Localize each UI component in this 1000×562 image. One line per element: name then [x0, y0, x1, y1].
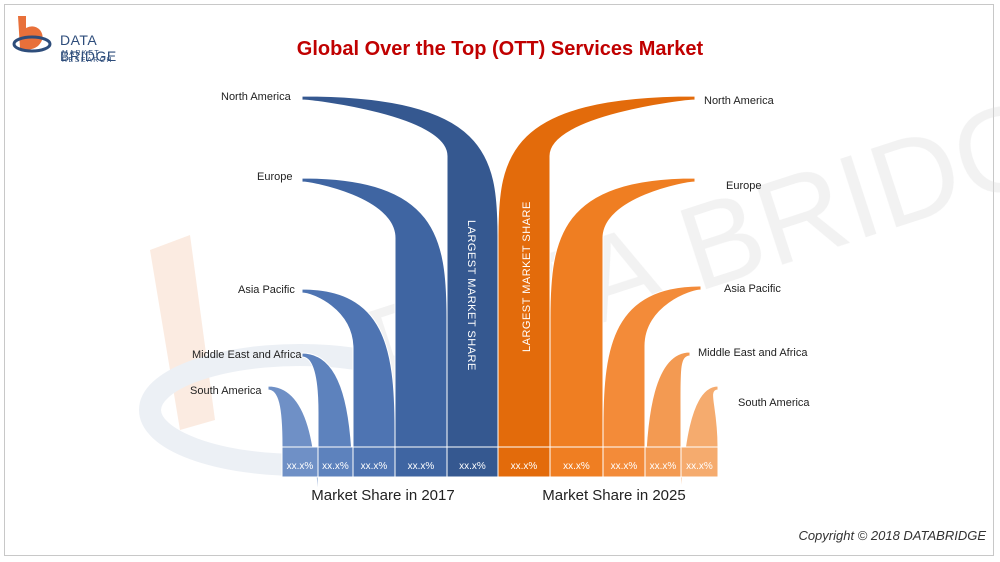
brand-logo-icon [12, 16, 52, 53]
category-label-2017-0: South America [190, 385, 262, 397]
bar-2025-3 [644, 351, 691, 493]
data-label-2017-4: xx.x% [459, 461, 486, 472]
category-label-2025-3: Middle East and Africa [698, 347, 808, 359]
bar-2025-1 [549, 177, 696, 448]
annotation-2025: LARGEST MARKET SHARE [521, 201, 533, 352]
chart-frame [4, 4, 994, 556]
category-label-2025-0: North America [704, 95, 775, 107]
category-label-2017-1: Middle East and Africa [192, 349, 302, 361]
brand-logo: DATA BRIDGE MARKET RESEARCH [12, 14, 142, 64]
brand-name: DATA BRIDGE [60, 32, 117, 64]
bar-2017-3 [301, 177, 448, 448]
bar-2017-1 [301, 352, 354, 494]
bar-2025-0 [497, 95, 696, 448]
data-label-2025-0: xx.x% [511, 461, 538, 472]
value-cell-2017-3 [394, 446, 448, 478]
chart-title: Global Over the Top (OTT) Services Marke… [296, 38, 704, 60]
category-label-2017-2: Asia Pacific [238, 284, 295, 296]
value-cell-2017-2 [352, 446, 396, 478]
data-label-2025-2: xx.x% [611, 461, 638, 472]
data-label-2017-1: xx.x% [322, 461, 349, 472]
brand-tagline: MARKET RESEARCH [62, 50, 113, 64]
data-label-2017-2: xx.x% [361, 461, 388, 472]
data-label-2025-3: xx.x% [650, 461, 677, 472]
value-cell-2025-4 [680, 446, 719, 478]
value-cell-2025-2 [602, 446, 646, 478]
category-label-2025-1: Europe [726, 180, 761, 192]
bar-2025-4 [680, 385, 719, 527]
category-label-2017-4: North America [221, 91, 292, 103]
value-cell-2025-1 [549, 446, 604, 478]
category-label-2025-2: Asia Pacific [724, 283, 781, 295]
value-cell-2017-0 [281, 446, 319, 478]
bar-2017-2 [301, 288, 396, 448]
bar-2017-0 [267, 385, 319, 527]
category-label-2025-4: South America [738, 397, 810, 409]
bar-2025-2 [602, 285, 702, 448]
copyright-text: Copyright © 2018 DATABRIDGE [798, 528, 986, 543]
data-label-2017-0: xx.x% [287, 461, 314, 472]
series-caption-2017: Market Share in 2017 [311, 487, 454, 504]
annotation-2017: LARGEST MARKET SHARE [465, 220, 477, 371]
data-label-2025-4: xx.x% [686, 461, 713, 472]
series-caption-2025: Market Share in 2025 [542, 487, 685, 504]
category-label-2017-3: Europe [257, 171, 292, 183]
data-label-2017-3: xx.x% [408, 461, 435, 472]
value-cell-2025-0 [497, 446, 551, 478]
data-label-2025-1: xx.x% [563, 461, 590, 472]
